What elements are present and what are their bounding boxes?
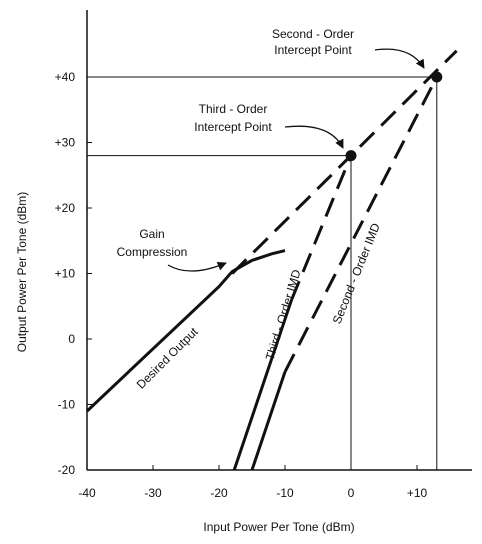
second-order-imd-line xyxy=(250,371,287,471)
gain-compression-label-line1: Gain xyxy=(139,227,164,241)
y-tick-label: +30 xyxy=(55,136,76,150)
x-axis-title: Input Power Per Tone (dBm) xyxy=(203,520,354,534)
y-axis-title: Output Power Per Tone (dBm) xyxy=(15,192,29,353)
third-intercept-label-line1: Third - Order xyxy=(199,102,268,116)
chart-labels: Input Power Per Tone (dBm) Output Power P… xyxy=(15,27,383,534)
x-tick-label: 0 xyxy=(348,486,355,500)
third-intercept-label-line2: Intercept Point xyxy=(194,120,272,134)
second-order-imd-label: Second - Order IMD xyxy=(330,221,383,326)
second-intercept-arrow xyxy=(374,48,425,69)
third-order-intercept-point xyxy=(345,150,357,162)
third-order-imd-extrapolated-line xyxy=(290,155,353,301)
plot-area: -40 -30 -20 -10 0 +10 -20 -10 0 +10 +20 +30 +40 xyxy=(55,10,472,500)
gain-compression-arrow xyxy=(167,261,227,272)
y-tick-label: +20 xyxy=(55,201,76,215)
x-tick-label: -10 xyxy=(276,486,294,500)
desired-output-line xyxy=(85,249,286,413)
second-order-intercept-point xyxy=(431,71,443,83)
third-order-imd-line xyxy=(232,299,294,471)
second-order-imd-extrapolated-line xyxy=(283,76,439,373)
y-tick-label: -20 xyxy=(58,463,76,477)
chart-marks xyxy=(85,48,458,471)
y-tick-label: +40 xyxy=(55,70,76,84)
desired-output-extrapolated-line xyxy=(231,49,458,275)
second-intercept-label-line2: Intercept Point xyxy=(274,43,352,57)
second-intercept-label-line1: Second - Order xyxy=(272,27,354,41)
x-tick-label: -20 xyxy=(210,486,228,500)
y-tick-label: -10 xyxy=(58,398,76,412)
x-tick-label: +10 xyxy=(407,486,428,500)
y-tick-label: +10 xyxy=(55,267,76,281)
gain-compression-label-line2: Compression xyxy=(117,245,188,259)
y-tick-label: 0 xyxy=(68,332,75,346)
third-order-imd-label: Third - Order IMD xyxy=(263,268,304,362)
x-tick-label: -40 xyxy=(78,486,96,500)
x-tick-label: -30 xyxy=(144,486,162,500)
third-intercept-arrow xyxy=(284,125,344,149)
